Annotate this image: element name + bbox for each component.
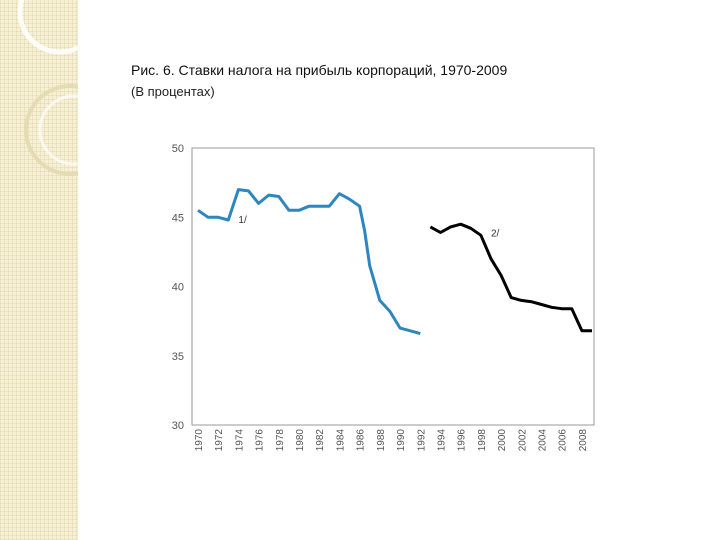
decorative-circles-icon	[17, 0, 78, 176]
x-tick-label: 2006	[558, 429, 569, 452]
x-tick-label: 2000	[497, 429, 508, 452]
decorative-side-strip	[0, 0, 78, 540]
series-line-2	[429, 222, 592, 333]
x-tick-label: 1978	[275, 429, 286, 452]
plot-area-frame	[191, 147, 595, 426]
series-label-2: 2/	[491, 229, 500, 240]
x-tick-label: 1992	[416, 429, 427, 452]
y-tick-label: 30	[172, 420, 184, 432]
x-tick-label: 2004	[537, 429, 548, 452]
page-subtitle: (В процентах)	[131, 84, 215, 99]
x-tick-label: 1972	[214, 429, 225, 452]
x-tick-label: 1980	[295, 429, 306, 452]
x-tick-label: 1974	[234, 429, 245, 452]
series-labels: 1/2/	[238, 215, 499, 240]
x-tick-label: 2008	[578, 429, 589, 452]
y-tick-label: 50	[172, 143, 184, 155]
x-tick-label: 1982	[315, 429, 326, 452]
y-tick-label: 40	[172, 282, 184, 294]
x-tick-label: 1996	[457, 429, 468, 452]
y-tick-label: 45	[172, 212, 184, 224]
x-tick-label: 1984	[335, 429, 346, 452]
x-axis-ticks: 1970 1972 1974 1976 1978 1980 1982 1984 1986 1988…	[194, 429, 589, 452]
y-tick-label: 35	[172, 351, 184, 363]
y-axis-ticks: 30 35 40 45 50	[172, 143, 184, 432]
page-title: Рис. 6. Ставки налога на прибыль корпора…	[131, 62, 508, 78]
series-lines	[197, 188, 592, 336]
x-tick-label: 1994	[436, 429, 447, 452]
x-tick-label: 1990	[396, 429, 407, 452]
series-label-1: 1/	[238, 215, 247, 226]
x-tick-label: 1998	[477, 429, 488, 452]
x-tick-label: 1988	[376, 429, 387, 452]
x-tick-label: 2002	[517, 429, 528, 452]
series-line-1	[197, 188, 421, 336]
x-tick-label: 1976	[255, 429, 266, 452]
x-tick-label: 1970	[194, 429, 205, 452]
x-tick-label: 1986	[356, 429, 367, 452]
